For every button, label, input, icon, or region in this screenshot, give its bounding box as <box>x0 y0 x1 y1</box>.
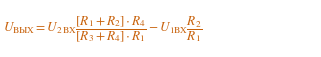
Text: $U_{\mathsf{ВЫХ}}=U_{2\,\mathsf{ВХ}}\dfrac{[R_1+R_2]\cdot R_4}{[R_3+R_4]\cdot R_: $U_{\mathsf{ВЫХ}}=U_{2\,\mathsf{ВХ}}\dfr… <box>3 14 203 43</box>
